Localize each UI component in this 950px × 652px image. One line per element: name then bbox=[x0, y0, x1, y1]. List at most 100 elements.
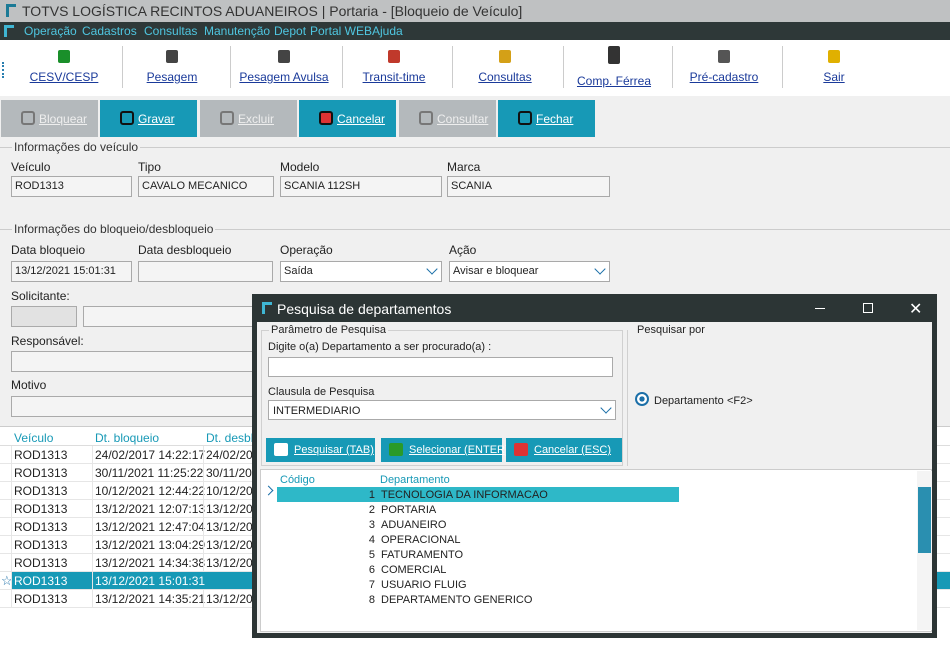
grid-cell[interactable]: ROD1313 bbox=[14, 448, 68, 462]
text-input[interactable] bbox=[11, 351, 271, 372]
grid-cell[interactable]: 13/12/20 bbox=[206, 556, 253, 570]
toolbar-button[interactable]: CESV/CESP bbox=[29, 70, 99, 84]
grid-cell[interactable]: ROD1313 bbox=[14, 538, 68, 552]
code-cell[interactable]: 5 bbox=[368, 549, 375, 561]
grid-cell[interactable]: 13/12/2021 14:35:21 bbox=[95, 592, 206, 606]
button-icon bbox=[514, 443, 528, 456]
code-cell[interactable]: 8 bbox=[368, 594, 375, 606]
action-icon bbox=[319, 111, 333, 125]
text-input[interactable] bbox=[268, 357, 613, 377]
grid-cell[interactable]: ROD1313 bbox=[14, 556, 68, 570]
name-cell[interactable]: PORTARIA bbox=[381, 504, 437, 516]
grid-col-line bbox=[11, 446, 12, 464]
dropdown[interactable]: Saída bbox=[280, 261, 442, 282]
text-input[interactable] bbox=[83, 306, 263, 327]
grid-col-line bbox=[11, 482, 12, 500]
text-input[interactable]: ROD1313 bbox=[11, 176, 132, 197]
text-input[interactable]: SCANIA bbox=[447, 176, 610, 197]
grid-cell[interactable]: 13/12/20 bbox=[206, 592, 253, 606]
name-cell[interactable]: ADUANEIRO bbox=[381, 519, 447, 531]
grid-cell[interactable]: 10/12/20 bbox=[206, 484, 253, 498]
text-input[interactable]: CAVALO MECANICO bbox=[138, 176, 274, 197]
grid-cell[interactable]: 13/12/2021 15:01:31 bbox=[95, 574, 206, 588]
action-button[interactable]: Fechar bbox=[498, 100, 595, 137]
name-cell[interactable]: DEPARTAMENTO GENERICO bbox=[381, 594, 533, 606]
text-input[interactable] bbox=[11, 396, 271, 417]
grid-cell[interactable]: 13/12/2021 12:07:13 bbox=[95, 502, 206, 516]
dialog-button[interactable]: Selecionar (ENTER) bbox=[381, 438, 509, 462]
name-cell[interactable]: USUARIO FLUIG bbox=[381, 579, 467, 591]
grid-cell[interactable]: 30/11/2021 11:25:22 bbox=[95, 466, 204, 480]
grid-cell[interactable]: 13/12/20 bbox=[206, 520, 253, 534]
name-cell[interactable]: OPERACIONAL bbox=[381, 534, 461, 546]
name-cell[interactable]: FATURAMENTO bbox=[381, 549, 464, 561]
dropdown[interactable]: Avisar e bloquear bbox=[449, 261, 610, 282]
close-button[interactable]: ✕ bbox=[909, 301, 923, 318]
button-label: Cancelar (ESC) bbox=[534, 444, 612, 456]
grid-col-line bbox=[92, 518, 93, 536]
shortcut-hint: <F2> bbox=[727, 395, 753, 407]
toolbar-button[interactable]: Pesagem bbox=[146, 70, 198, 84]
toolbar-button[interactable]: Comp. Férrea bbox=[576, 74, 652, 88]
toolbar-separator bbox=[122, 46, 123, 88]
grid-cell[interactable]: 13/12/2021 13:04:29 bbox=[95, 538, 206, 552]
radio-button[interactable] bbox=[635, 392, 649, 406]
menu-item[interactable]: Ajuda bbox=[372, 24, 403, 38]
action-button[interactable]: Cancelar bbox=[299, 100, 396, 137]
field-label: Operação bbox=[280, 243, 333, 257]
grid-cell[interactable]: ROD1313 bbox=[14, 484, 68, 498]
text-input[interactable] bbox=[11, 306, 77, 327]
menu-item[interactable]: Operação bbox=[24, 24, 77, 38]
action-button[interactable]: Gravar bbox=[100, 100, 197, 137]
text-input[interactable]: 13/12/2021 15:01:31 bbox=[11, 261, 132, 282]
menu-item[interactable]: Portal WEB bbox=[310, 24, 373, 38]
grid-cell[interactable]: ROD1313 bbox=[14, 592, 68, 606]
toolbar-button[interactable]: Pesagem Avulsa bbox=[239, 70, 329, 84]
action-label: Excluir bbox=[238, 112, 275, 126]
toolbar-button[interactable]: Transit-time bbox=[362, 70, 426, 84]
toolbar-button[interactable]: Sair bbox=[823, 70, 845, 84]
menu-item[interactable]: Manutenção bbox=[204, 24, 271, 38]
grid-col-line bbox=[11, 518, 12, 536]
grid-cell[interactable]: 13/12/20 bbox=[206, 502, 253, 516]
action-icon bbox=[419, 111, 433, 125]
grid-cell[interactable]: ROD1313 bbox=[14, 502, 68, 516]
toolbar-button[interactable]: Pré-cadastro bbox=[689, 70, 759, 84]
text-input[interactable]: SCANIA 112SH bbox=[280, 176, 442, 197]
code-cell[interactable]: 2 bbox=[368, 504, 375, 516]
grid-cell[interactable]: 24/02/2017 14:22:17 bbox=[95, 448, 206, 462]
code-cell[interactable]: 1 bbox=[368, 489, 375, 501]
grid-cell[interactable]: 24/02/20 bbox=[206, 448, 253, 462]
code-cell[interactable]: 3 bbox=[368, 519, 375, 531]
dialog: Pesquisa de departamentos ✕ Parâmetro de P… bbox=[252, 294, 937, 638]
dialog-button[interactable]: Pesquisar (TAB) bbox=[266, 438, 375, 462]
grid-cell[interactable]: ROD1313 bbox=[14, 574, 68, 588]
code-cell[interactable]: 7 bbox=[368, 579, 375, 591]
dropdown[interactable]: INTERMEDIARIO bbox=[268, 400, 616, 420]
grid-cell[interactable]: 10/12/2021 12:44:22 bbox=[95, 484, 206, 498]
menu-item[interactable]: Depot bbox=[274, 24, 307, 38]
grid-cell[interactable]: ROD1313 bbox=[14, 520, 68, 534]
grid-col-line bbox=[203, 500, 204, 518]
grid-cell[interactable]: 13/12/2021 12:47:04 bbox=[95, 520, 206, 534]
maximize-button[interactable] bbox=[863, 303, 873, 313]
field-label: Clausula de Pesquisa bbox=[268, 386, 375, 398]
minimize-button[interactable] bbox=[815, 308, 825, 309]
code-cell[interactable]: 6 bbox=[368, 564, 375, 576]
section-title: Informações do bloqueio/desbloqueio bbox=[12, 222, 216, 236]
code-cell[interactable]: 4 bbox=[368, 534, 375, 546]
name-cell[interactable]: TECNOLOGIA DA INFORMACAO bbox=[381, 489, 548, 501]
grid-cell[interactable]: 30/11/20 bbox=[206, 466, 252, 480]
name-cell[interactable]: COMERCIAL bbox=[381, 564, 447, 576]
menu-item[interactable]: Consultas bbox=[144, 24, 198, 38]
text-input[interactable] bbox=[138, 261, 273, 282]
radio-label[interactable]: Departamento bbox=[654, 395, 724, 407]
menu-item[interactable]: Cadastros bbox=[82, 24, 137, 38]
scrollbar-thumb[interactable] bbox=[918, 487, 931, 553]
grid-cell[interactable]: ROD1313 bbox=[14, 466, 68, 480]
toolbar-separator bbox=[230, 46, 231, 88]
grid-cell[interactable]: 13/12/20 bbox=[206, 538, 253, 552]
toolbar-button[interactable]: Consultas bbox=[478, 70, 532, 84]
dialog-button[interactable]: Cancelar (ESC) bbox=[506, 438, 622, 462]
grid-cell[interactable]: 13/12/2021 14:34:38 bbox=[95, 556, 206, 570]
